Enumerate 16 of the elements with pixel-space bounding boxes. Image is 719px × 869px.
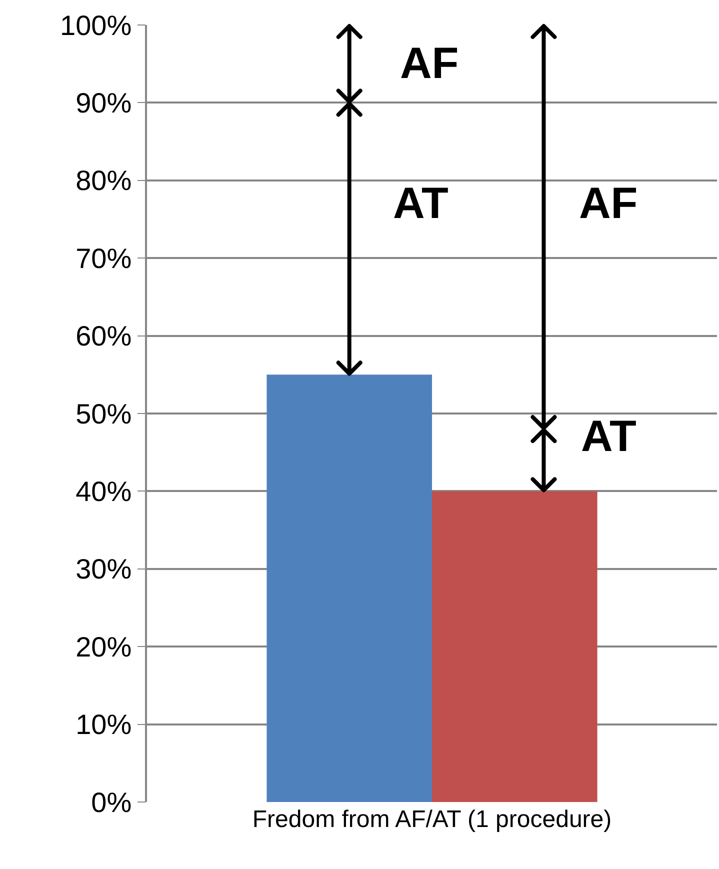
annotation: AF (579, 179, 638, 228)
y-tick-label: 40% (76, 476, 132, 507)
y-tick-label: 30% (76, 554, 132, 585)
y-tick-label: 60% (76, 320, 132, 352)
y-tick-label: 80% (76, 165, 132, 196)
y-tick-label: 90% (76, 88, 132, 118)
annotation: AT (581, 412, 637, 461)
annotation: AT (393, 179, 449, 228)
y-tick-label: 70% (76, 242, 132, 274)
y-tick-label: 100% (60, 10, 132, 41)
annotation: AF (400, 39, 459, 88)
x-tick-label: Fredom from AF/AT (1 procedure) (252, 806, 612, 833)
y-tick-label: 50% (76, 398, 132, 430)
y-tick-label: 20% (76, 631, 132, 662)
y-tick-label: 10% (76, 709, 132, 740)
y-tick-label: 0% (91, 786, 132, 818)
